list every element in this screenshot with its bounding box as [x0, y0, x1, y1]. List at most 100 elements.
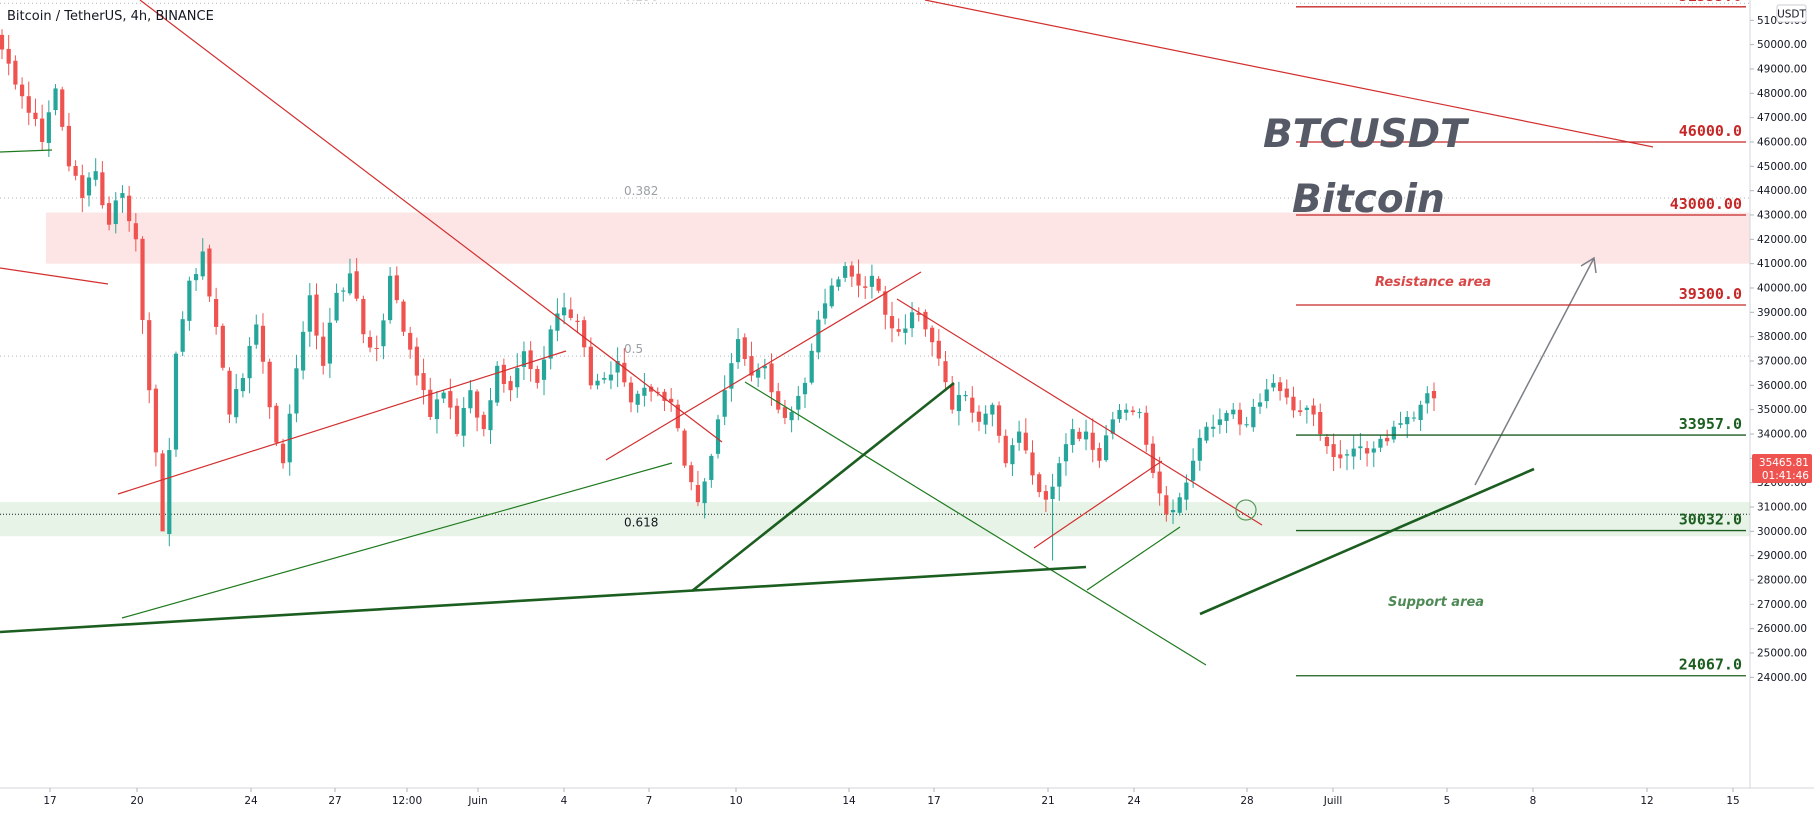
- candle-body: [809, 350, 814, 383]
- candle-body: [1271, 382, 1276, 388]
- candle-body: [1070, 429, 1075, 445]
- candle-body: [481, 414, 486, 430]
- candle-body: [575, 320, 580, 323]
- fibonacci-layer: 0.236 0.382 0.5 0.618: [0, 0, 1750, 529]
- trendline-green: [0, 149, 53, 153]
- price-tick-label: 44000.00: [1757, 185, 1807, 197]
- candle-body: [1170, 509, 1176, 513]
- candle-body: [1184, 482, 1189, 500]
- candle-body: [1364, 448, 1370, 454]
- candle-body: [1217, 419, 1222, 425]
- candle-body: [280, 443, 286, 464]
- candle-body: [200, 251, 205, 277]
- candle-body: [662, 391, 667, 401]
- last-price-tag: 35465.81 01:41:46: [1752, 454, 1812, 483]
- candle-body: [1418, 404, 1423, 420]
- candle-body: [287, 413, 292, 463]
- candle-body: [173, 353, 179, 450]
- time-tick-label: 21: [1041, 795, 1054, 807]
- candle-body: [26, 96, 31, 113]
- price-tick-label: 34000.00: [1757, 428, 1807, 440]
- key-level-label: 43000.00: [1670, 195, 1742, 213]
- candle-body: [1144, 412, 1149, 445]
- candle-body: [260, 325, 266, 362]
- candle-body: [669, 398, 674, 403]
- candle-body: [876, 278, 881, 291]
- candle-body: [40, 118, 45, 142]
- candle-body: [113, 200, 118, 225]
- candle-body: [1351, 448, 1356, 457]
- candle-body: [46, 112, 51, 143]
- price-tick-label: 46000.00: [1757, 136, 1807, 148]
- candle-body: [1358, 446, 1363, 449]
- drawings-layer: [0, 0, 1654, 666]
- candle-body: [1311, 405, 1316, 415]
- candle-body: [180, 319, 185, 352]
- last-price: 35465.81: [1759, 457, 1809, 469]
- title-name: Bitcoin: [1292, 177, 1445, 222]
- candle-body: [1104, 435, 1109, 461]
- candle-body: [555, 313, 560, 331]
- time-tick-label: Juin: [467, 795, 487, 807]
- candle-body: [916, 313, 921, 315]
- candle-body: [488, 400, 493, 431]
- time-tick-label: 20: [130, 795, 143, 807]
- price-axis[interactable]: 51000.0050000.0049000.0048000.0047000.00…: [1749, 0, 1807, 788]
- candle-body: [267, 361, 272, 408]
- candle-body: [207, 248, 212, 297]
- price-tick-label: 38000.00: [1757, 331, 1807, 343]
- candle-body: [535, 368, 540, 383]
- time-tick-label: 28: [1240, 795, 1253, 807]
- time-tick-label: 10: [729, 795, 742, 807]
- candle-body: [1411, 417, 1417, 419]
- candle-body: [1117, 409, 1122, 420]
- candle-body: [401, 301, 406, 332]
- time-axis[interactable]: 17 20 24 27 12:00 Juin 4 7 10 14 17 21 24 28 Juill 5 8 12…: [0, 787, 1814, 807]
- candle-body: [1110, 419, 1115, 434]
- time-tick-label: 24: [244, 795, 258, 807]
- candle-body: [648, 386, 654, 392]
- candle-body: [120, 193, 125, 198]
- candle-body: [1405, 416, 1410, 425]
- candle-body: [836, 279, 841, 287]
- candle-body: [1023, 432, 1028, 451]
- candle-body: [1150, 443, 1156, 473]
- candle-body: [735, 339, 741, 363]
- candle-body: [909, 312, 915, 329]
- candle-body: [234, 389, 239, 418]
- price-tick-label: 43000.00: [1757, 209, 1807, 221]
- candle-body: [843, 266, 848, 278]
- candle-body: [1010, 445, 1015, 465]
- candle-body: [301, 331, 306, 371]
- candle-body: [983, 413, 988, 425]
- candle-body: [374, 348, 379, 350]
- fib-level-label: 0.236: [624, 0, 658, 3]
- candle-body: [93, 171, 98, 180]
- candle-body: [541, 359, 547, 380]
- candle-body: [133, 223, 138, 240]
- candle-body: [381, 320, 386, 347]
- levels-layer: 51555.0 46000.0 43000.00 39300.0 33957.0 3003…: [1296, 0, 1746, 677]
- candle-body: [33, 112, 38, 120]
- currency-badge[interactable]: [1776, 4, 1807, 23]
- time-tick-label: 4: [561, 795, 568, 807]
- candle-body: [776, 391, 781, 410]
- candle-body: [715, 419, 721, 454]
- candle-body: [1251, 406, 1256, 428]
- candle-body: [147, 320, 152, 391]
- candle-body: [428, 389, 433, 417]
- candle-body: [695, 484, 701, 503]
- candle-body: [100, 172, 105, 206]
- candle-body: [1231, 409, 1236, 415]
- candle-body: [602, 378, 607, 380]
- fib-level-label: 0.618: [624, 515, 658, 529]
- trendline-red: [896, 298, 1263, 526]
- candle-body: [869, 275, 875, 287]
- price-tick-label: 39000.00: [1757, 307, 1807, 319]
- candle-body: [127, 195, 132, 222]
- candle-body: [515, 368, 520, 388]
- candle-body: [1037, 474, 1042, 493]
- candle-body: [849, 265, 854, 277]
- candle-body: [608, 374, 614, 381]
